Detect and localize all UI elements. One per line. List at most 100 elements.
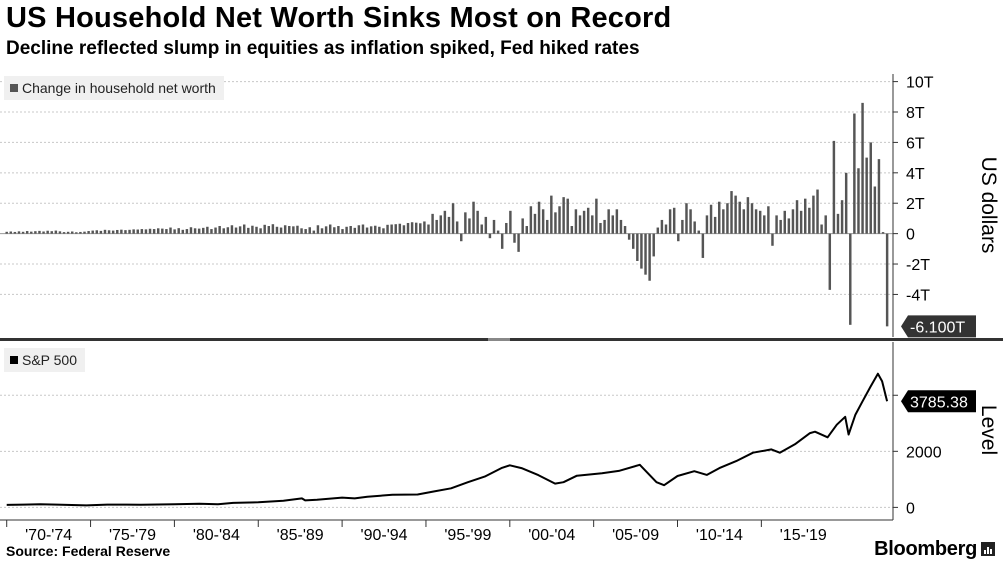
- net-worth-bar: [656, 227, 660, 234]
- net-worth-bar: [214, 227, 217, 234]
- panel-divider-handle: [488, 338, 510, 341]
- net-worth-bar: [361, 224, 365, 234]
- net-worth-bar: [128, 229, 131, 234]
- net-worth-bar: [206, 226, 209, 234]
- net-worth-bar: [632, 233, 635, 249]
- net-worth-bar: [62, 232, 66, 234]
- net-worth-last-value-callout: -6.100T: [901, 315, 976, 338]
- line-y-tick-label: 0: [906, 500, 915, 517]
- net-worth-bar: [496, 230, 500, 234]
- net-worth-bar: [570, 226, 574, 234]
- net-worth-bar: [34, 231, 37, 234]
- net-worth-bar: [718, 201, 721, 234]
- net-worth-bar: [525, 226, 528, 234]
- net-worth-bar: [337, 226, 340, 234]
- net-worth-bar: [681, 219, 684, 234]
- net-worth-bar: [210, 229, 213, 234]
- net-worth-bar: [402, 225, 406, 234]
- net-worth-bar: [664, 224, 668, 234]
- net-worth-bar: [460, 233, 463, 242]
- net-worth-bar: [79, 231, 82, 234]
- net-worth-callout-box: [901, 315, 976, 338]
- net-worth-bar: [75, 232, 78, 234]
- net-worth-bar: [398, 223, 402, 234]
- net-worth-bar: [50, 231, 53, 234]
- brand-logo: Bloomberg: [874, 538, 995, 561]
- net-worth-bar: [574, 209, 578, 234]
- net-worth-bar: [484, 216, 488, 234]
- x-axis-tick-label: '00-'04: [528, 527, 575, 544]
- net-worth-bar: [513, 233, 516, 243]
- net-worth-bar: [279, 227, 283, 234]
- net-worth-bar: [697, 230, 700, 234]
- net-worth-bar-panel: 10T 8T 6T 4T 2T 0 -2T -4T -6.100T US dollars: [0, 74, 1000, 338]
- net-worth-bar: [181, 229, 185, 234]
- net-worth-bar: [87, 231, 90, 234]
- net-worth-bar: [386, 224, 389, 234]
- net-worth-bar: [83, 231, 86, 234]
- net-worth-bar: [99, 230, 103, 234]
- line-legend: S&P 500: [4, 348, 86, 372]
- net-worth-bar: [132, 229, 135, 234]
- net-worth-bar: [824, 215, 827, 234]
- net-worth-bar: [365, 227, 369, 234]
- net-worth-bar: [775, 215, 778, 234]
- net-worth-bar: [480, 224, 483, 234]
- net-worth-bar: [66, 231, 70, 234]
- net-worth-bar: [419, 223, 422, 234]
- net-worth-bar: [644, 233, 647, 275]
- net-worth-bar: [300, 228, 303, 234]
- net-worth-bar: [595, 198, 598, 234]
- net-worth-bar: [406, 222, 410, 234]
- net-worth-bar: [345, 226, 348, 234]
- net-worth-bar: [599, 222, 602, 234]
- net-worth-bar: [234, 227, 238, 234]
- net-worth-bar: [369, 226, 373, 234]
- net-worth-bar: [316, 225, 320, 234]
- sp500-series-line: [6, 372, 889, 507]
- net-worth-bar: [734, 195, 737, 234]
- net-worth-bar: [390, 224, 393, 234]
- net-worth-bar: [54, 230, 58, 234]
- chart-title: US Household Net Worth Sinks Most on Rec…: [6, 2, 672, 34]
- x-axis-tick-label: '75-'79: [109, 527, 156, 544]
- net-worth-bar: [709, 204, 713, 234]
- net-worth-bar: [136, 229, 139, 234]
- net-worth-bar: [546, 219, 549, 234]
- net-worth-bar: [341, 229, 344, 234]
- net-worth-bar: [873, 186, 877, 234]
- net-worth-bar: [853, 113, 856, 234]
- net-worth-bar: [103, 229, 107, 234]
- net-worth-bar: [750, 203, 754, 234]
- net-worth-bar: [251, 225, 254, 234]
- net-worth-bar: [521, 218, 524, 234]
- net-worth-bar: [758, 210, 762, 234]
- net-worth-bar: [857, 168, 860, 234]
- net-worth-bar: [5, 231, 8, 234]
- net-worth-bar: [787, 218, 791, 234]
- bar-y-tick-label: -2T: [906, 257, 930, 274]
- net-worth-bar: [292, 226, 295, 234]
- net-worth-bar: [9, 231, 13, 234]
- net-worth-bar: [648, 233, 651, 281]
- net-worth-bar: [763, 215, 766, 234]
- net-worth-bar: [267, 226, 271, 234]
- net-worth-bar: [238, 226, 242, 234]
- net-worth-bar: [42, 231, 45, 234]
- net-worth-bar: [505, 222, 508, 234]
- net-worth-bar: [374, 225, 377, 234]
- net-worth-bar: [193, 228, 197, 234]
- net-worth-bar: [328, 224, 332, 234]
- net-worth-bar: [230, 225, 234, 234]
- net-worth-bar: [263, 224, 266, 234]
- bar-legend: Change in household net worth: [4, 76, 224, 100]
- net-worth-bar: [783, 210, 786, 234]
- net-worth-bar: [427, 224, 430, 234]
- line-legend-label: S&P 500: [22, 352, 78, 368]
- net-worth-bar: [95, 230, 99, 234]
- net-worth-bar: [578, 215, 582, 234]
- net-worth-bar: [30, 231, 33, 234]
- net-worth-bar: [226, 227, 230, 234]
- net-worth-bar: [652, 233, 655, 257]
